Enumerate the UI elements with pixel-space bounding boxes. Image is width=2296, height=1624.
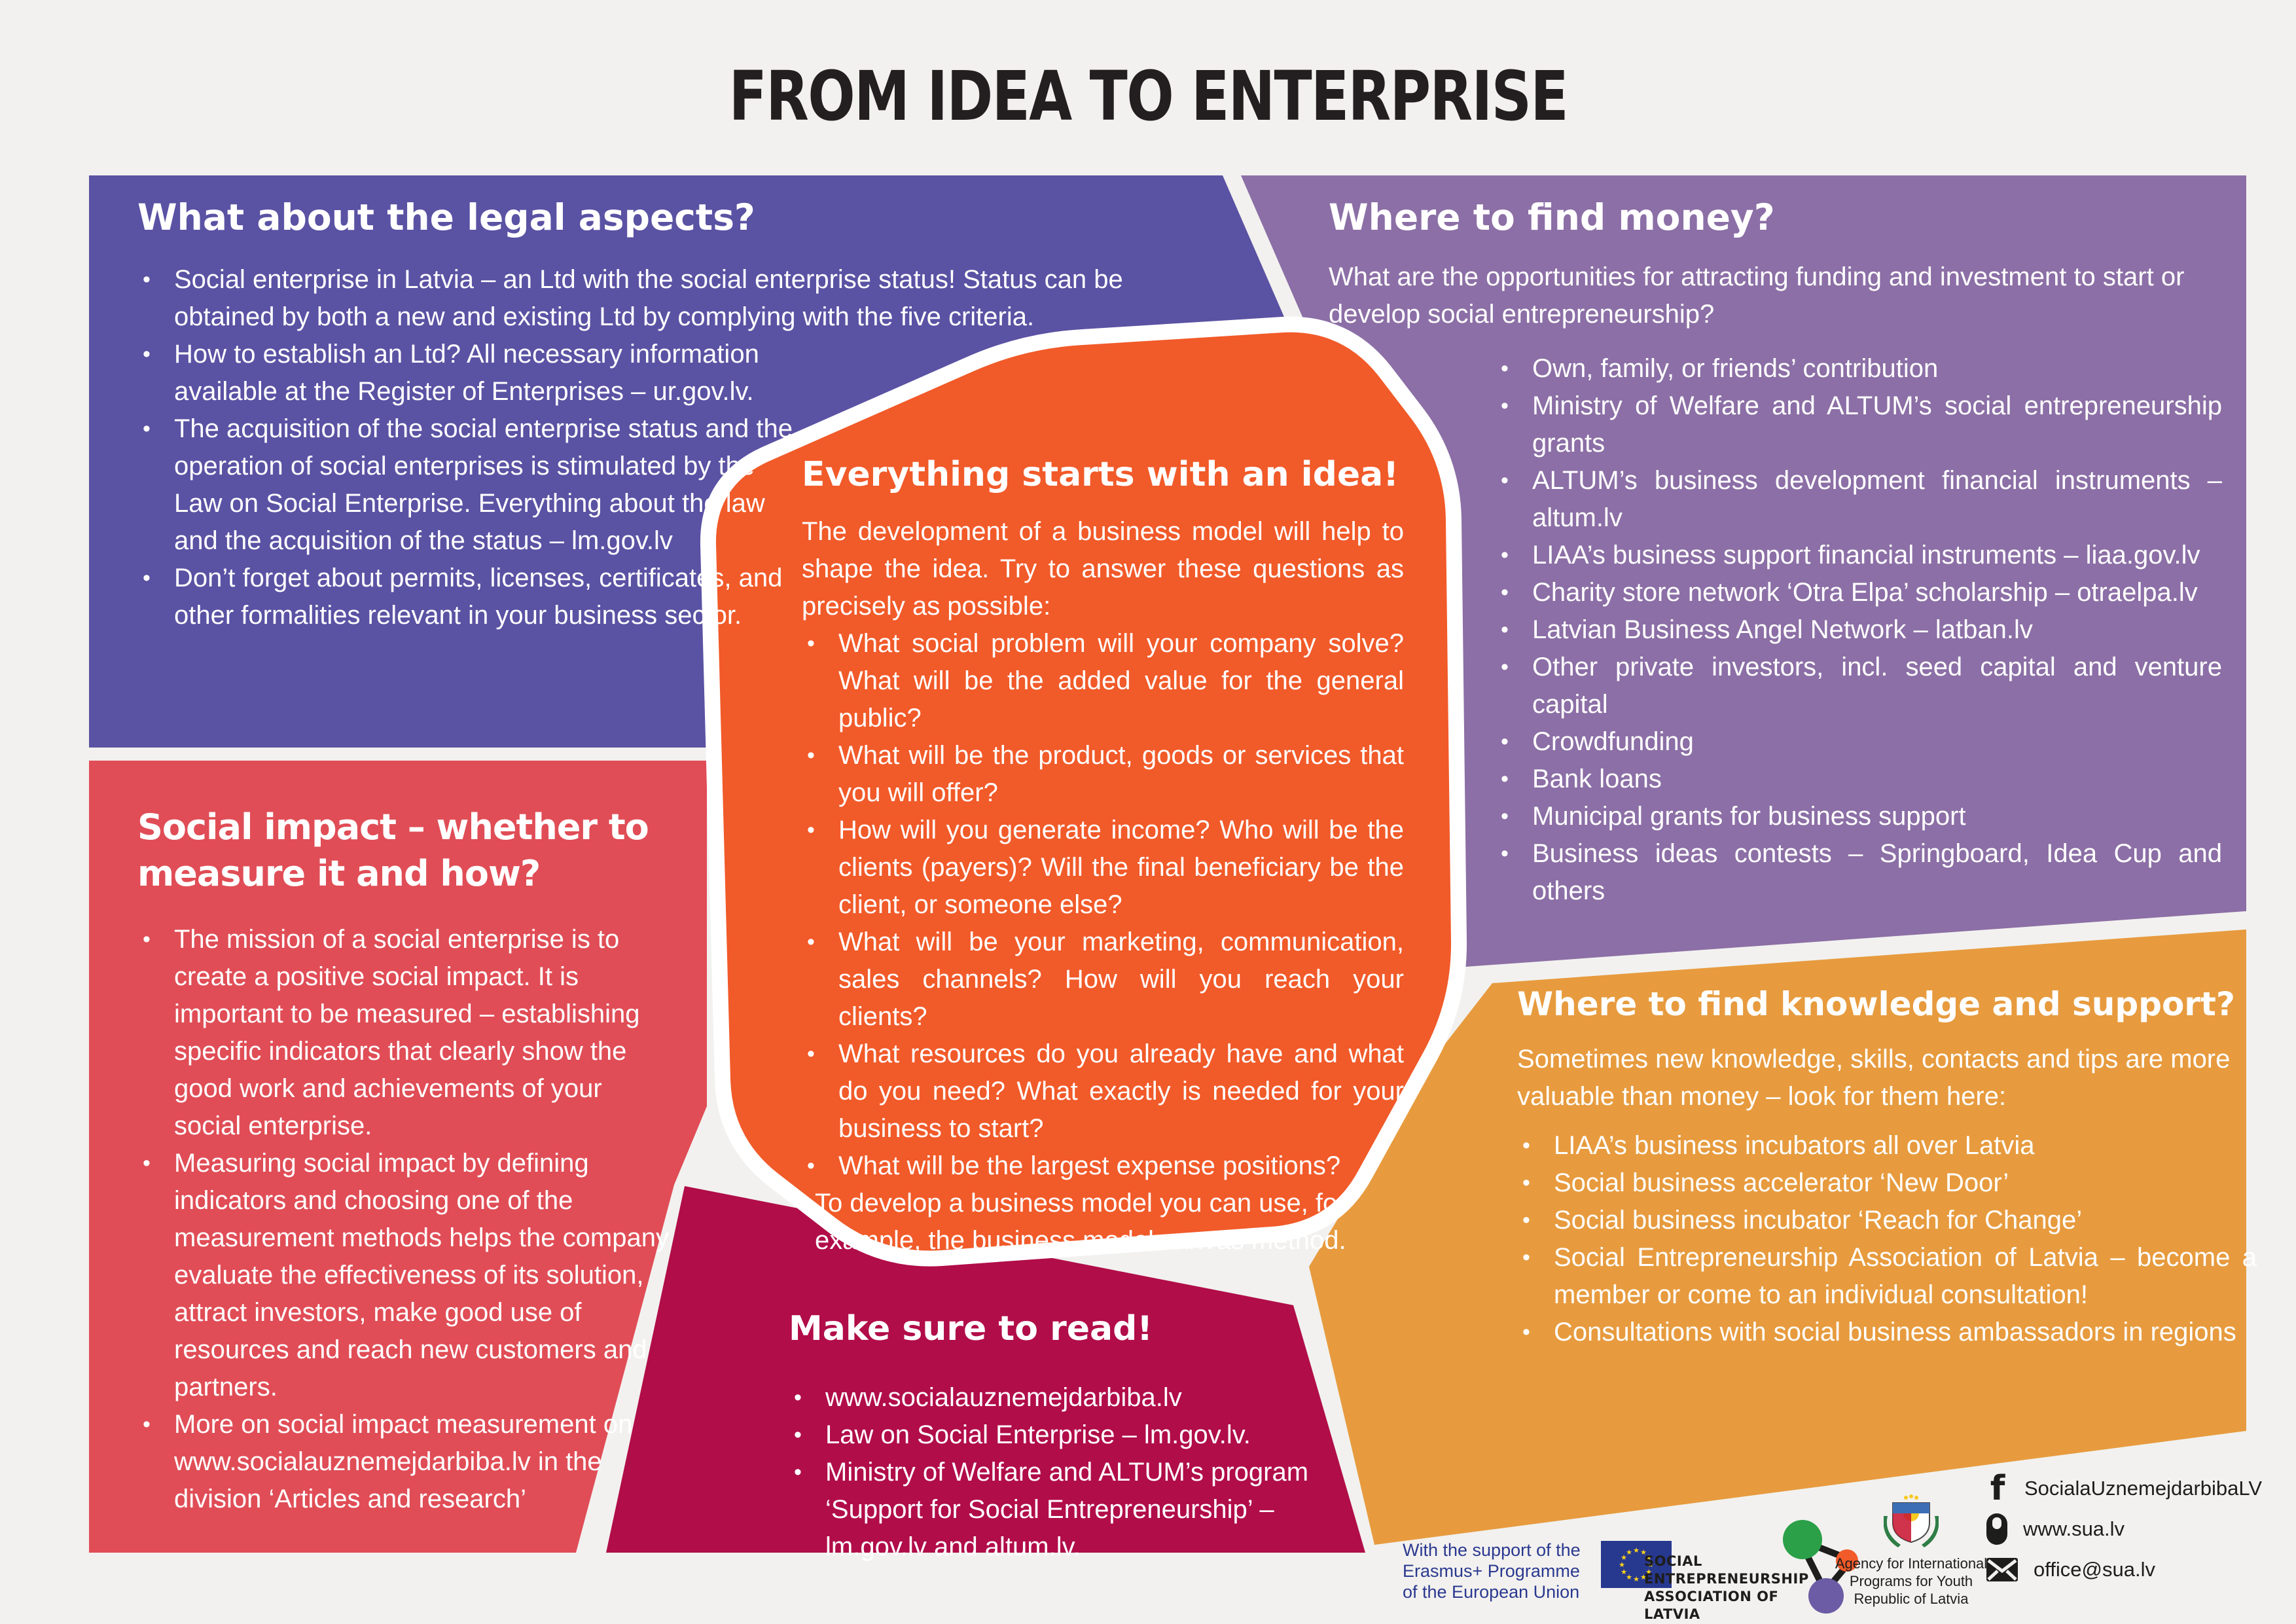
bullet-item: More on social impact measurement on www… bbox=[137, 1406, 672, 1518]
svg-text:★: ★ bbox=[1640, 1548, 1647, 1557]
website-contact-row: www.sua.lv bbox=[1986, 1513, 2262, 1545]
support-section-intro: Sometimes new knowledge, skills, contact… bbox=[1517, 1045, 2231, 1111]
section-idea: Everything starts with an idea! The deve… bbox=[802, 455, 1404, 1259]
bullet-item: The acquisition of the social enterprise… bbox=[137, 410, 802, 560]
bullet-item: Other private investors, incl. seed capi… bbox=[1496, 649, 2222, 723]
email-contact-row: office@sua.lv bbox=[1986, 1554, 2262, 1585]
erasmus-support-text: With the support of the Erasmus+ Program… bbox=[1403, 1540, 1581, 1602]
bullet-item: The mission of a social enterprise is to… bbox=[137, 921, 672, 1145]
bullet-item: How to establish an Ltd? All necessary i… bbox=[137, 336, 802, 410]
money-section-intro: What are the opportunities for attractin… bbox=[1329, 262, 2185, 329]
bullet-item: Measuring social impact by defining indi… bbox=[137, 1145, 672, 1406]
bullet-item: Charity store network ‘Otra Elpa’ schola… bbox=[1496, 574, 2222, 611]
svg-text:★: ★ bbox=[1626, 1548, 1632, 1557]
bullet-item: What will be the largest expense positio… bbox=[802, 1147, 1404, 1185]
svg-text:★: ★ bbox=[1640, 1573, 1647, 1581]
bullet-item: Ministry of Welfare and ALTUM’s social e… bbox=[1496, 388, 2222, 462]
support-bullet-list: LIAA’s business incubators all over Latv… bbox=[1517, 1127, 2257, 1351]
facebook-contact-row: f SocialaUznemejdarbibaLV bbox=[1986, 1469, 2263, 1508]
bullet-item: Social enterprise in Latvia – an Ltd wit… bbox=[137, 261, 1132, 336]
mouse-icon bbox=[1986, 1513, 2007, 1545]
envelope-icon bbox=[1986, 1558, 2018, 1581]
impact-bullet-list: The mission of a social enterprise is to… bbox=[137, 921, 687, 1518]
bullet-item: LIAA’s business incubators all over Latv… bbox=[1517, 1127, 2257, 1164]
bullet-item: Social business incubator ‘Reach for Cha… bbox=[1517, 1202, 2257, 1239]
svg-text:★: ★ bbox=[1619, 1561, 1625, 1569]
idea-section-title: Everything starts with an idea! bbox=[802, 455, 1399, 494]
bullet-item: What will be the product, goods or servi… bbox=[802, 737, 1404, 812]
bullet-item: Own, family, or friends’ contribution bbox=[1496, 350, 2222, 388]
bullet-item: Bank loans bbox=[1496, 761, 2222, 798]
agency-label: Agency for International Programs for Yo… bbox=[1835, 1555, 1988, 1607]
latvia-coat-of-arms-icon bbox=[1883, 1494, 1939, 1547]
read-section-title: Make sure to read! bbox=[789, 1309, 1153, 1348]
bullet-item: Consultations with social business ambas… bbox=[1517, 1314, 2257, 1351]
svg-text:★: ★ bbox=[1626, 1573, 1632, 1581]
bullet-item: Law on Social Enterprise – lm.gov.lv. bbox=[789, 1416, 1355, 1454]
svg-text:★: ★ bbox=[1621, 1553, 1627, 1562]
bullet-item: ALTUM’s business development financial i… bbox=[1496, 462, 2222, 537]
bullet-item: Social Entrepreneurship Association of L… bbox=[1517, 1239, 2257, 1314]
facebook-handle: SocialaUznemejdarbibaLV bbox=[2024, 1477, 2263, 1500]
section-legal-aspects: What about the legal aspects? Social ent… bbox=[137, 196, 1132, 634]
eu-flag-icon: ★ ★★ ★★★ ★★★ ★★★ bbox=[1601, 1541, 1672, 1588]
website-url: www.sua.lv bbox=[2023, 1517, 2125, 1540]
svg-text:★: ★ bbox=[1633, 1546, 1640, 1555]
email-address: office@sua.lv bbox=[2034, 1558, 2155, 1581]
bullet-item: Crowdfunding bbox=[1496, 723, 2222, 761]
legal-bullet-list: Social enterprise in Latvia – an Ltd wit… bbox=[137, 261, 1132, 634]
bullet-item: Latvian Business Angel Network – latban.… bbox=[1496, 611, 2222, 649]
svg-text:★: ★ bbox=[1645, 1568, 1652, 1576]
svg-text:★: ★ bbox=[1621, 1568, 1627, 1576]
bullet-item: How will you generate income? Who will b… bbox=[802, 812, 1404, 924]
bullet-item: Municipal grants for business support bbox=[1496, 798, 2222, 835]
sea-association-logo-icon bbox=[1783, 1520, 1858, 1614]
svg-text:★: ★ bbox=[1633, 1575, 1640, 1583]
money-bullet-list: Own, family, or friends’ contribution Mi… bbox=[1496, 350, 2222, 910]
idea-bullet-list: What social problem will your company so… bbox=[802, 625, 1404, 1185]
support-section-title: Where to find knowledge and support? bbox=[1517, 985, 2235, 1023]
facebook-icon: f bbox=[1990, 1469, 2005, 1508]
section-find-money: Where to find money? What are the opport… bbox=[1329, 196, 2254, 910]
bullet-item: What resources do you already have and w… bbox=[802, 1036, 1404, 1147]
bullet-item: LIAA’s business support financial instru… bbox=[1496, 537, 2222, 574]
contact-list: f SocialaUznemejdarbibaLV www.sua.lv off… bbox=[1986, 1469, 2263, 1585]
bullet-item: Don’t forget about permits, licenses, ce… bbox=[137, 560, 802, 634]
section-knowledge-support: Where to find knowledge and support? Som… bbox=[1517, 985, 2257, 1351]
bullet-item: www.socialauznemejdarbiba.lv bbox=[789, 1379, 1355, 1416]
bullet-item: What social problem will your company so… bbox=[802, 625, 1404, 737]
impact-section-title: Social impact – whether to measure it an… bbox=[137, 806, 649, 895]
money-section-title: Where to find money? bbox=[1329, 196, 1775, 238]
bullet-item: Business ideas contests – Springboard, I… bbox=[1496, 835, 2222, 910]
read-bullet-list: www.socialauznemejdarbiba.lv Law on Soci… bbox=[789, 1379, 1358, 1566]
agency-block: Agency for International Programs for Yo… bbox=[1833, 1494, 1990, 1608]
section-make-sure-to-read: Make sure to read! www.socialauznemejdar… bbox=[789, 1309, 1358, 1566]
idea-footnote: To develop a business model you can use,… bbox=[815, 1189, 1346, 1255]
bullet-item: What will be your marketing, communicati… bbox=[802, 924, 1404, 1036]
poster-title: FROM IDEA TO ENTERPRISE bbox=[728, 56, 1568, 136]
section-social-impact: Social impact – whether to measure it an… bbox=[137, 804, 687, 1518]
idea-section-intro: The development of a business model will… bbox=[802, 517, 1404, 621]
bullet-item: Social business accelerator ‘New Door’ bbox=[1517, 1164, 2257, 1202]
legal-section-title: What about the legal aspects? bbox=[137, 196, 755, 238]
bullet-item: Ministry of Welfare and ALTUM’s program … bbox=[789, 1454, 1355, 1566]
svg-text:★: ★ bbox=[1647, 1561, 1654, 1569]
sea-association-label: SOCIAL ENTREPRENEURSHIP ASSOCIATION OF L… bbox=[1644, 1553, 1809, 1622]
svg-text:★: ★ bbox=[1645, 1553, 1652, 1562]
